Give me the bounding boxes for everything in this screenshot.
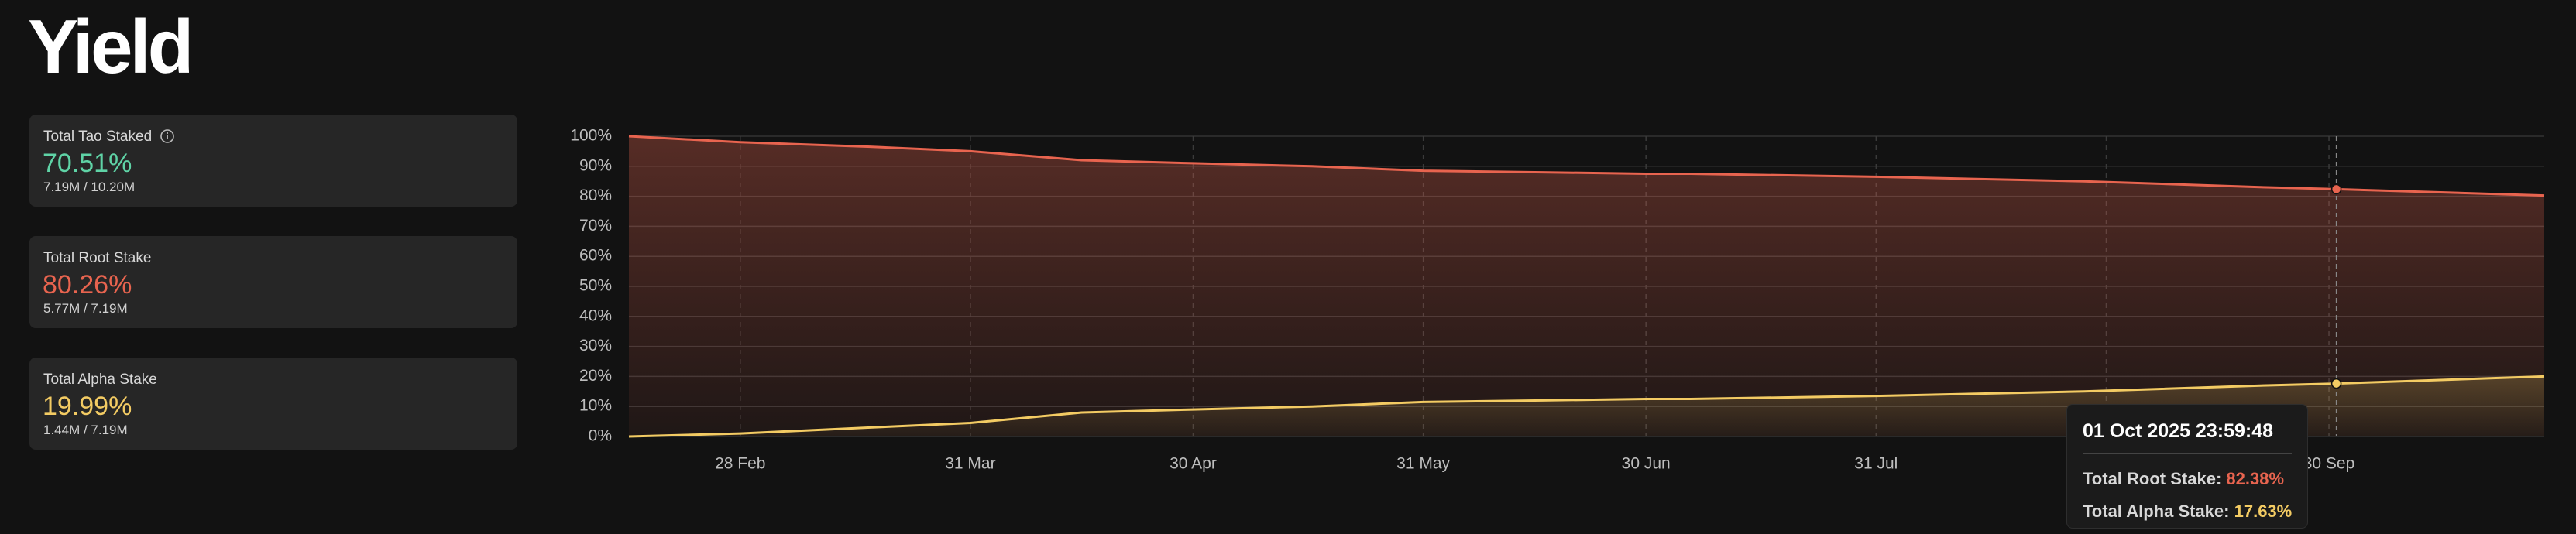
card-detail: 5.77M / 7.19M	[43, 301, 128, 316]
area	[629, 136, 2544, 436]
area	[629, 376, 2544, 436]
card-value: 70.51%	[43, 149, 132, 178]
y-tick-label: 40%	[579, 306, 612, 324]
x-tick-label: 31 May	[1396, 455, 1450, 473]
card-value: 80.26%	[43, 270, 132, 300]
card-title: Total Alpha Stake	[43, 371, 157, 388]
tooltip-title: 01 Oct 2025 23:59:48	[2083, 420, 2274, 442]
info-icon	[160, 129, 174, 143]
y-tick-label: 90%	[579, 156, 612, 174]
x-tick-label: 31 Mar	[945, 455, 995, 473]
y-tick-label: 50%	[579, 277, 612, 295]
stat-card: Total Tao Staked 70.51% 7.19M / 10.20M	[29, 115, 517, 207]
line	[628, 375, 2545, 438]
x-tick-label: 31 Jul	[1854, 455, 1898, 473]
y-tick-label: 30%	[579, 337, 612, 354]
card-detail: 1.44M / 7.19M	[43, 423, 128, 437]
y-tick-label: 100%	[570, 127, 612, 145]
page-title: Yield	[28, 4, 194, 89]
card-value: 19.99%	[43, 392, 132, 421]
card-detail: 7.19M / 10.20M	[43, 180, 136, 194]
y-tick-label: 70%	[579, 217, 612, 234]
separator	[2083, 453, 2292, 454]
tooltip-label: Total Alpha Stake:	[2083, 501, 2230, 521]
y-tick-label: 80%	[579, 187, 612, 204]
x-tick-label: 28 Feb	[715, 455, 765, 473]
tooltip: 01 Oct 2025 23:59:48 Total Root Stake: 8…	[2066, 404, 2308, 529]
x-tick-label: 30 Apr	[1170, 455, 1217, 473]
stat-card: Total Alpha Stake 19.99% 1.44M / 7.19M	[29, 358, 517, 450]
y-tick-label: 10%	[579, 397, 612, 415]
y-tick-label: 20%	[579, 367, 612, 385]
x-tick-label: 30 Sep	[2303, 455, 2355, 473]
y-tick-label: 60%	[579, 247, 612, 265]
hover-point	[2330, 183, 2342, 195]
info-dot	[166, 132, 169, 135]
info-circle	[160, 129, 174, 143]
card-title: Total Root Stake	[43, 250, 152, 266]
y-tick-label: 0%	[589, 427, 612, 445]
tooltip-value: 82.38%	[2226, 469, 2285, 488]
line	[628, 135, 2545, 197]
tooltip-row: Total Alpha Stake: 17.63%	[2083, 501, 2292, 522]
card-title: Total Tao Staked	[43, 128, 153, 145]
tooltip-value: 17.63%	[2234, 501, 2293, 521]
tooltip-label: Total Root Stake:	[2083, 469, 2222, 488]
hover-point	[2330, 378, 2342, 389]
tooltip-row: Total Root Stake: 82.38%	[2083, 469, 2284, 489]
stat-card: Total Root Stake 80.26% 5.77M / 7.19M	[29, 236, 517, 328]
x-tick-label: 30 Jun	[1622, 455, 1671, 473]
